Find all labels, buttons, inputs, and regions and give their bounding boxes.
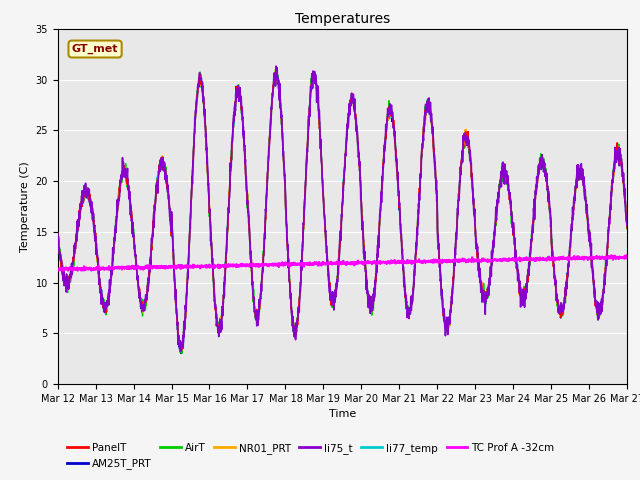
- Y-axis label: Temperature (C): Temperature (C): [20, 161, 30, 252]
- Legend: PanelT, AM25T_PRT, AirT, NR01_PRT, li75_t, li77_temp, TC Prof A -32cm: PanelT, AM25T_PRT, AirT, NR01_PRT, li75_…: [63, 439, 559, 473]
- Title: Temperatures: Temperatures: [295, 12, 390, 26]
- Text: GT_met: GT_met: [72, 44, 118, 54]
- X-axis label: Time: Time: [329, 409, 356, 419]
